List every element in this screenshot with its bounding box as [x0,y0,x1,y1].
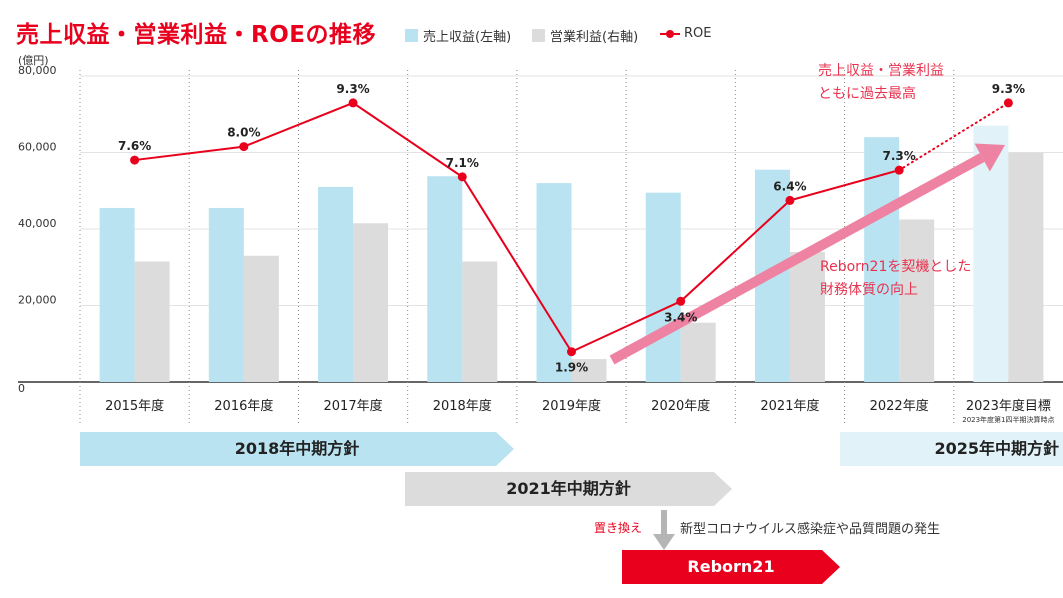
y-axis-unit: (億円) [18,54,49,67]
profit-bar [243,255,279,382]
revenue-bar [318,186,354,382]
reborn-annotation: Reborn21を契機とした 財務体質の向上 [820,256,971,302]
profit-bar [1008,152,1044,382]
reborn21-banner: Reborn21 [622,550,840,584]
target-note: 2023年度第1四半期決算時点 [962,415,1054,424]
x-tick-label: 2017年度 [324,398,383,414]
revenue-bar [645,192,681,382]
x-tick-label: 2020年度 [651,398,710,414]
y-tick-label: 40,000 [18,217,57,230]
roe-point [348,98,358,108]
roe-point [567,347,576,357]
axis-labels: 0 20,000 40,000 60,000 80,000 2015年度 2016年度 201… [18,64,1055,424]
roe-point [130,155,140,165]
profit-bar [899,219,935,382]
legend-roe-swatch [660,27,680,40]
x-tick-label: 2019年度 [542,398,601,414]
revenue-bar [99,207,135,382]
x-tick-label: 2022年度 [870,398,929,414]
down-arrow-icon [653,510,675,550]
bars [99,125,1044,382]
roe-point [676,296,686,306]
roe-target-dotted [898,101,1010,172]
legend-revenue-label: 売上収益(左軸) [423,30,512,45]
profit-bar [571,359,607,382]
roe-point [785,195,795,205]
legend-roe: ROE [660,26,711,41]
roe-label: 8.0% [227,126,260,140]
profit-bar [353,223,389,382]
policy-2021-banner: 2021年中期方針 [405,472,732,506]
revenue-bar [208,207,244,382]
x-tick-label: 2023年度目標 [966,398,1051,414]
legend-profit: 営業利益(右軸) [532,26,638,45]
record-annotation-line2: ともに過去最高 [818,86,916,102]
roe-point [457,172,467,182]
y-tick-label: 60,000 [18,141,57,154]
reborn-annotation-line1: Reborn21を契機とした [820,259,972,275]
profit-bar [680,322,716,382]
roe-label: 7.3% [883,149,916,163]
replace-label: 置き換え [594,521,643,535]
x-tick-label: 2016年度 [214,398,273,414]
profit-bar [134,261,170,382]
profit-bar [462,261,498,382]
roe-label: 1.9% [555,361,588,375]
roe-label: 9.3% [336,82,369,96]
revenue-bar [427,176,463,382]
roe-label: 3.4% [664,310,697,324]
roe-point [1003,98,1013,108]
y-tick-label: 80,000 [18,64,57,77]
profit-bar [789,251,825,382]
roe-label: 9.3% [992,82,1025,96]
revenue-bar [536,183,572,382]
roe-point [239,142,249,152]
x-tick-label: 2015年度 [105,398,164,414]
record-annotation: 売上収益・営業利益 ともに過去最高 [818,60,944,106]
x-tick-label: 2021年度 [760,398,819,414]
roe-label: 7.1% [446,156,479,170]
policy-2018-banner: 2018年中期方針 [80,432,514,466]
y-tick-label: 0 [18,382,25,395]
policy-2025-banner: 2025年中期方針 [840,432,1063,466]
extras [609,143,1005,365]
legend-revenue: 売上収益(左軸) [405,26,511,45]
legend-roe-label: ROE [684,26,712,41]
y-tick-label: 20,000 [18,294,57,307]
reborn-annotation-line2: 財務体質の向上 [820,282,918,298]
record-annotation-line1: 売上収益・営業利益 [818,63,944,79]
roe-line: 7.6% 8.0% 9.3% 7.1% 1.9% 3.4% 6.4% 7.3% 9.3% [118,82,1025,375]
x-tick-label: 2018年度 [433,398,492,414]
roe-polyline [134,101,900,354]
legend-profit-label: 営業利益(右軸) [550,30,639,45]
trend-arrow-shaft [609,153,985,365]
covid-label: 新型コロナウイルス感染症や品質問題の発生 [680,522,941,537]
roe-label: 6.4% [773,179,806,193]
roe-label: 7.6% [118,139,151,153]
roe-point [894,165,904,175]
trend-arrow-head [974,143,1005,172]
chart-title: 売上収益・営業利益・ROEの推移 [16,22,376,48]
legend-revenue-swatch [405,29,418,42]
legend-profit-swatch [532,29,545,42]
